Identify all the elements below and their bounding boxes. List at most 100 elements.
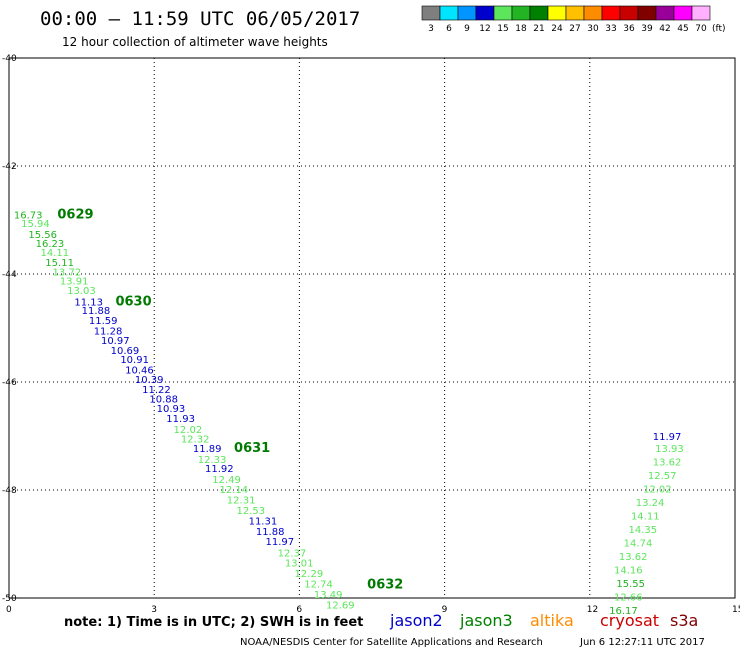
swh-point: 12.14 [220,485,249,496]
swh-point: 13.03 [67,286,96,297]
satellite-s3a: s3a [670,611,698,630]
swh-point: 10.39 [135,375,164,386]
swh-point: 11.28 [94,326,123,337]
colorbar-swatch [619,5,639,21]
colorbar-unit: (ft) [712,24,726,34]
colorbar-label: 3 [428,24,434,34]
data-points: 16.7315.9415.5616.2314.1115.1113.7213.91… [14,210,684,617]
plot-area: -40-42-44-46-48-50 03691215 16.7315.9415… [2,54,740,617]
x-tick-label: 3 [151,605,157,615]
colorbar-swatch [583,5,603,21]
satellite-altika: altika [530,611,574,630]
swh-point: 14.11 [40,248,69,259]
swh-point: 15.56 [28,230,57,241]
colorbar-swatch [691,5,711,21]
swh-point: 13.62 [619,552,648,563]
pass-time-label: 0629 [57,207,93,222]
colorbar-swatch [601,5,621,21]
x-axis-ticks: 0 3 6 9 12 15 [6,605,740,615]
swh-point: 12.37 [278,548,307,559]
colorbar-label: 30 [587,24,599,34]
colorbar-label: 45 [677,24,688,34]
swh-point: 16.17 [609,606,638,617]
y-tick-label: -44 [2,270,17,280]
colorbar-swatch [493,5,513,21]
swh-point: 12.31 [227,496,256,507]
colorbar-swatch [547,5,567,21]
colorbar-swatch [529,5,549,21]
swh-point: 11.88 [82,306,111,317]
satellite-jason3: jason3 [459,611,513,630]
colorbar-swatch [655,5,675,21]
pass-time-label: 0631 [234,441,270,456]
plot-frame [8,57,736,599]
swh-point: 12.02 [174,425,203,436]
swh-point: 11.97 [653,432,682,443]
colorbar-label: 36 [623,24,635,34]
colorbar-swatch [457,5,477,21]
swh-point: 10.91 [120,355,149,366]
y-axis-ticks: -40 -42 -44 -46 -48 -50 [2,54,17,604]
colorbar-label: 39 [641,24,653,34]
pass-labels: 0629 0630 0631 0632 [57,207,403,592]
swh-point: 12.69 [326,600,355,611]
colorbar-label: 12 [479,24,490,34]
y-tick-label: -48 [2,486,17,496]
swh-point: 13.49 [314,590,343,601]
swh-point: 10.93 [157,404,186,415]
swh-point: 12.49 [212,475,241,486]
swh-point: 14.35 [629,525,658,536]
swh-point: 11.13 [74,297,103,308]
colorbar-label: 18 [515,24,527,34]
x-tick-label: 12 [587,605,598,615]
swh-point: 11.97 [266,537,295,548]
swh-point: 15.55 [616,579,645,590]
x-tick-label: 9 [442,605,448,615]
swh-point: 14.11 [631,512,660,523]
x-tick-label: 6 [296,605,302,615]
swh-point: 11.93 [166,414,195,425]
colorbar-swatch [421,5,441,21]
colorbar-label: 9 [464,24,470,34]
y-tick-label: -50 [2,594,17,604]
colorbar-label: 15 [497,24,508,34]
timestamp: Jun 6 12:27:11 UTC 2017 [579,637,705,648]
color-scale-legend: 3 6 9 12 15 18 21 24 27 30 33 36 39 42 45 70 (ft) [421,5,726,34]
colorbar-label: 27 [569,24,580,34]
y-tick-label: -46 [2,378,17,388]
colorbar-label: 42 [659,24,670,34]
swh-point: 13.93 [655,444,684,455]
grid-lines [9,58,735,598]
pass-time-label: 0632 [367,577,403,592]
x-tick-label: 0 [6,605,12,615]
y-tick-label: -42 [2,162,17,172]
swh-point: 12.57 [648,471,677,482]
swh-point: 13.72 [53,268,82,279]
swh-point: 12.66 [614,593,643,604]
swh-point: 12.29 [295,569,324,580]
swh-point: 10.88 [149,395,178,406]
swh-point: 10.97 [101,336,130,347]
swh-point: 13.91 [60,276,89,287]
swh-point: 10.46 [125,365,154,376]
swh-point: 12.53 [236,506,265,517]
colorbar-swatch [511,5,531,21]
colorbar-label: 6 [446,24,452,34]
satellite-jason2: jason2 [389,611,443,630]
swh-point: 12.74 [304,580,333,591]
swh-point: 11.89 [193,444,222,455]
swh-point: 10.69 [111,346,140,357]
swh-point: 14.16 [614,566,643,577]
swh-point: 11.22 [142,385,171,396]
colorbar-swatch [637,5,657,21]
swh-point: 12.02 [643,485,672,496]
colorbar-label: 21 [533,24,544,34]
swh-point: 11.92 [205,464,234,475]
colorbar-swatch [439,5,459,21]
y-tick-label: -40 [2,54,17,64]
swh-point: 16.23 [36,239,65,250]
swh-point: 15.11 [45,258,74,269]
colorbar-swatch [673,5,693,21]
x-tick-label: 15 [732,605,740,615]
